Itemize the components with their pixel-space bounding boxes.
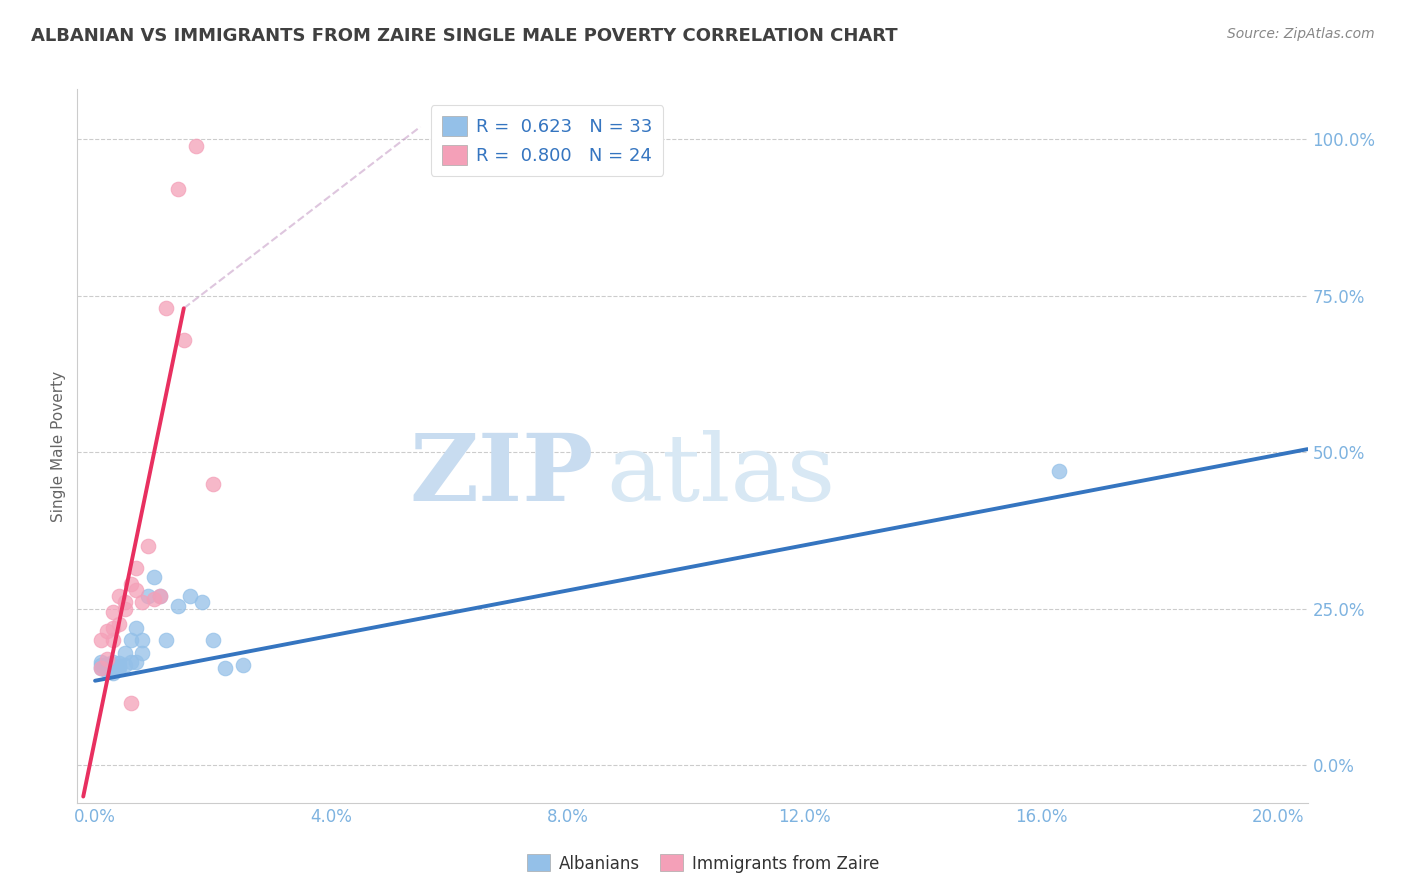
- Point: [114, 601, 136, 615]
- Point: [136, 589, 159, 603]
- Point: [125, 621, 148, 635]
- Point: [90, 655, 112, 669]
- Point: [101, 658, 124, 673]
- Point: [131, 646, 153, 660]
- Point: [143, 592, 166, 607]
- Point: [96, 624, 118, 638]
- Point: [107, 589, 129, 603]
- Point: [179, 589, 201, 603]
- Point: [107, 659, 129, 673]
- Point: [202, 476, 225, 491]
- Point: [155, 301, 177, 316]
- Point: [90, 661, 112, 675]
- Point: [101, 655, 124, 669]
- Point: [96, 659, 118, 673]
- Point: [101, 661, 124, 675]
- Point: [96, 665, 118, 679]
- Point: [90, 633, 112, 648]
- Point: [155, 633, 177, 648]
- Point: [114, 646, 136, 660]
- Point: [149, 589, 172, 603]
- Legend: R =  0.623   N = 33, R =  0.800   N = 24: R = 0.623 N = 33, R = 0.800 N = 24: [430, 105, 664, 176]
- Point: [96, 657, 118, 671]
- Point: [120, 696, 142, 710]
- Point: [149, 589, 172, 603]
- Point: [114, 658, 136, 673]
- Point: [101, 605, 124, 619]
- Y-axis label: Single Male Poverty: Single Male Poverty: [51, 370, 66, 522]
- Point: [114, 595, 136, 609]
- Point: [120, 633, 142, 648]
- Point: [167, 182, 190, 196]
- Point: [107, 617, 129, 632]
- Point: [232, 658, 254, 673]
- Point: [125, 561, 148, 575]
- Text: ALBANIAN VS IMMIGRANTS FROM ZAIRE SINGLE MALE POVERTY CORRELATION CHART: ALBANIAN VS IMMIGRANTS FROM ZAIRE SINGLE…: [31, 27, 897, 45]
- Point: [131, 633, 153, 648]
- Point: [136, 539, 159, 553]
- Point: [202, 633, 225, 648]
- Point: [1047, 464, 1070, 478]
- Point: [90, 658, 112, 673]
- Point: [107, 661, 129, 675]
- Text: Source: ZipAtlas.com: Source: ZipAtlas.com: [1227, 27, 1375, 41]
- Point: [184, 138, 207, 153]
- Point: [125, 655, 148, 669]
- Point: [101, 621, 124, 635]
- Point: [107, 657, 129, 671]
- Point: [143, 570, 166, 584]
- Point: [131, 595, 153, 609]
- Point: [173, 333, 195, 347]
- Point: [90, 661, 112, 675]
- Text: atlas: atlas: [606, 430, 835, 519]
- Point: [125, 582, 148, 597]
- Point: [120, 655, 142, 669]
- Point: [190, 595, 212, 609]
- Point: [167, 599, 190, 613]
- Point: [96, 652, 118, 666]
- Legend: Albanians, Immigrants from Zaire: Albanians, Immigrants from Zaire: [520, 847, 886, 880]
- Text: ZIP: ZIP: [409, 430, 595, 519]
- Point: [101, 633, 124, 648]
- Point: [96, 661, 118, 675]
- Point: [101, 665, 124, 680]
- Point: [120, 576, 142, 591]
- Point: [214, 661, 236, 675]
